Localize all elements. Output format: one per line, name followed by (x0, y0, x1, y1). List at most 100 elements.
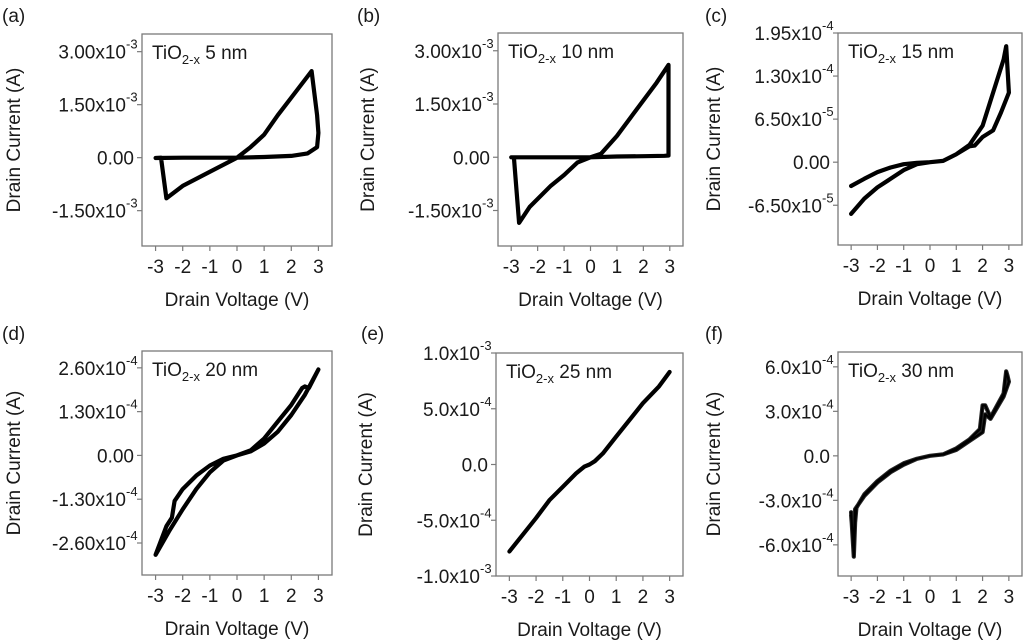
y-tick-label: -1.50x10 (408, 202, 482, 223)
y-tick-label: 0.00 (97, 149, 134, 170)
y-tick-label: 3.0x10 (765, 402, 822, 423)
sample-annotation: TiO2-x 5 nm (152, 43, 248, 67)
y-tick-label: -1.30x10 (52, 490, 126, 511)
y-tick-exponent: -4 (822, 352, 834, 367)
x-tick-label: 0 (585, 257, 596, 278)
y-tick-exponent: -3 (482, 89, 494, 104)
y-tick-label: -5.0x10 (417, 511, 480, 532)
panel-label: (c) (705, 6, 727, 27)
y-tick-label: -3.0x10 (759, 491, 822, 512)
x-tick-label: 1 (259, 257, 270, 278)
x-tick-label: -2 (174, 257, 191, 278)
panel-label: (d) (2, 324, 25, 345)
x-tick-label: -2 (529, 257, 546, 278)
y-tick-exponent: -3 (126, 196, 138, 211)
iv-curve-sweep (509, 62, 671, 225)
y-tick-label: 0.0 (462, 456, 488, 477)
x-tick-label: 2 (977, 256, 988, 277)
y-tick-label: -2.60x10 (52, 534, 126, 555)
y-tick-exponent: -5 (822, 190, 834, 205)
x-tick-label: -3 (843, 256, 860, 277)
y-tick-exponent: -3 (480, 338, 492, 353)
iv-curve-sweep (507, 369, 672, 554)
x-tick-label: -2 (869, 587, 886, 608)
x-axis-label: Drain Voltage (V) (858, 289, 1003, 310)
annotation-suffix: 15 nm (896, 42, 954, 63)
y-tick-label: 0.0 (804, 447, 830, 468)
y-tick-label: 6.0x10 (765, 358, 822, 379)
x-tick-label: 1 (612, 257, 623, 278)
plot-frame (837, 351, 1023, 577)
annotation-base: TiO (506, 362, 536, 383)
sample-annotation: TiO2-x 10 nm (508, 42, 614, 66)
y-tick-exponent: -4 (822, 61, 834, 76)
x-tick-label: 1 (951, 256, 962, 277)
x-axis-label: Drain Voltage (V) (858, 620, 1003, 641)
x-tick-label: 3 (313, 586, 324, 607)
plot-frame (141, 33, 333, 247)
y-tick-label: 1.0x10 (423, 344, 480, 365)
x-tick-label: 2 (638, 257, 649, 278)
panel-label: (e) (361, 324, 384, 345)
y-tick-exponent: -4 (822, 485, 834, 500)
x-tick-label: -3 (501, 587, 518, 608)
panel-label: (f) (705, 324, 723, 345)
x-tick-label: 2 (638, 587, 649, 608)
iv-curve-sweep (153, 68, 321, 201)
y-tick-label: 2.60x10 (58, 359, 126, 380)
y-tick-label: 3.00x10 (414, 42, 482, 63)
x-tick-label: 1 (951, 587, 962, 608)
y-tick-label: 0.00 (97, 446, 134, 467)
annotation-suffix: 20 nm (200, 360, 258, 381)
annotation-base: TiO (848, 361, 878, 382)
annotation-base: TiO (152, 360, 182, 381)
y-tick-label: -1.50x10 (52, 202, 126, 223)
y-tick-exponent: -3 (482, 196, 494, 211)
plot-frame (837, 32, 1023, 246)
annotation-base: TiO (508, 42, 538, 63)
y-tick-label: -6.50x10 (748, 196, 822, 217)
x-tick-label: 0 (925, 256, 936, 277)
y-axis-label: Drain Current (A) (358, 67, 379, 212)
panel-label: (a) (2, 6, 25, 27)
y-tick-label: 0.00 (793, 153, 830, 174)
y-tick-label: 0.00 (453, 148, 490, 169)
annotation-suffix: 5 nm (200, 43, 248, 64)
x-axis-label: Drain Voltage (V) (165, 619, 310, 640)
x-tick-label: 2 (977, 587, 988, 608)
y-tick-label: 1.95x10 (754, 24, 822, 45)
y-axis-label: Drain Current (A) (4, 391, 25, 536)
x-tick-label: -3 (147, 257, 164, 278)
y-axis-label: Drain Current (A) (356, 392, 377, 537)
y-tick-exponent: -3 (480, 561, 492, 576)
x-tick-label: 2 (286, 257, 297, 278)
x-tick-label: 1 (611, 587, 622, 608)
annotation-subscript: 2-x (182, 369, 201, 384)
x-tick-label: 0 (232, 586, 243, 607)
y-tick-exponent: -3 (482, 36, 494, 51)
x-tick-label: -1 (895, 256, 912, 277)
y-tick-exponent: -4 (126, 528, 138, 543)
panel-e: (e)-3 -2 -1 0 1 2 31.0x10 -35.0x10 -40.0-5.0x10-… (356, 324, 684, 641)
y-tick-exponent: -5 (822, 104, 834, 119)
x-axis-label: Drain Voltage (V) (517, 620, 662, 641)
iv-curve-sweep (153, 367, 321, 557)
plot-frame (141, 350, 333, 576)
annotation-suffix: 10 nm (556, 42, 614, 63)
panel-a: (a)-3 -2 -1 0 1 2 33.00x10 -31.50x10 -30.00-1.50… (2, 6, 333, 311)
y-tick-exponent: -4 (126, 353, 138, 368)
x-tick-label: -2 (869, 256, 886, 277)
x-tick-label: -1 (554, 587, 571, 608)
x-tick-label: 3 (664, 257, 675, 278)
sample-annotation: TiO2-x 15 nm (848, 42, 954, 66)
panel-f: (f)-3 -2 -1 0 1 2 36.0x10 -43.0x10 -40.0-3.0x10-… (704, 324, 1023, 641)
x-tick-label: -3 (843, 587, 860, 608)
y-tick-label: -1.0x10 (417, 567, 480, 588)
y-tick-label: 1.30x10 (754, 67, 822, 88)
sample-annotation: TiO2-x 30 nm (848, 361, 954, 385)
annotation-subscript: 2-x (538, 51, 557, 66)
y-tick-label: 1.50x10 (414, 95, 482, 116)
panel-c: (c)-3 -2 -1 0 1 2 31.95x10 -41.30x10 -46.50x10 -5… (704, 6, 1023, 310)
x-tick-label: -3 (503, 257, 520, 278)
